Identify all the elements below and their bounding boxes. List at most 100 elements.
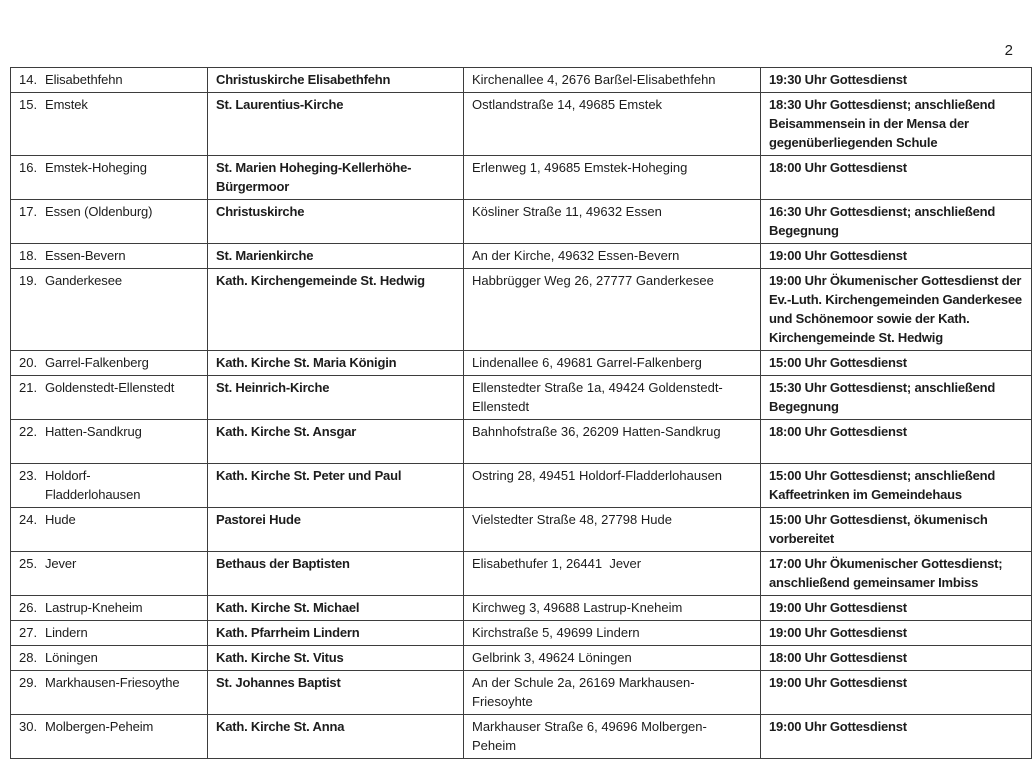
church-cell: Kath. Kirche St. Ansgar [207,419,464,464]
place-cell: 15. Emstek [10,92,208,156]
church-cell: Pastorei Hude [207,507,464,552]
place-name: Lastrup-Kneheim [45,600,143,615]
place-name: Hude [45,512,76,527]
address-cell: Kirchstraße 5, 49699 Lindern [463,620,761,646]
place-cell: 23. Holdorf- Fladderlohausen [10,463,208,508]
table-row: 20. Garrel-Falkenberg Kath. Kirche St. M… [10,350,1032,376]
place-name: Holdorf- Fladderlohausen [45,468,141,502]
row-number: 22. [19,424,38,439]
row-number: 15. [19,97,38,112]
place-wrap: 16. Emstek-Hoheging [19,158,205,177]
place-cell: 25. Jever [10,551,208,596]
place-cell: 29. Markhausen-Friesoythe [10,670,208,715]
row-number: 24. [19,512,38,527]
place-wrap: 23. Holdorf- Fladderlohausen [19,466,205,504]
service-cell: 15:00 Uhr Gottesdienst; anschließend Kaf… [760,463,1032,508]
place-cell: 30. Molbergen-Peheim [10,714,208,759]
place-cell: 18. Essen-Bevern [10,243,208,269]
place-wrap: 30. Molbergen-Peheim [19,717,205,736]
place-name: Emstek-Hoheging [45,160,147,175]
table-row: 18. Essen-Bevern St. Marienkirche An der… [10,243,1032,269]
church-cell: Kath. Kirche St. Peter und Paul [207,463,464,508]
place-cell: 21. Goldenstedt-Ellenstedt [10,375,208,420]
table-body: 14. Elisabethfehn Christuskirche Elisabe… [10,67,1032,759]
place-name: Löningen [45,650,98,665]
table-row: 23. Holdorf- Fladderlohausen Kath. Kirch… [10,463,1032,508]
place-wrap: 20. Garrel-Falkenberg [19,353,205,372]
row-number: 28. [19,650,38,665]
church-cell: Kath. Pfarrheim Lindern [207,620,464,646]
place-cell: 22. Hatten-Sandkrug [10,419,208,464]
place-wrap: 18. Essen-Bevern [19,246,205,265]
table-row: 24. Hude Pastorei Hude Vielstedter Straß… [10,507,1032,552]
place-name: Essen-Bevern [45,248,126,263]
service-cell: 15:00 Uhr Gottesdienst [760,350,1032,376]
address-cell: Vielstedter Straße 48, 27798 Hude [463,507,761,552]
service-cell: 15:30 Uhr Gottesdienst; anschließend Beg… [760,375,1032,420]
address-cell: Habbrügger Weg 26, 27777 Ganderkesee [463,268,761,351]
church-cell: Bethaus der Baptisten [207,551,464,596]
place-cell: 16. Emstek-Hoheging [10,155,208,200]
place-cell: 19. Ganderkesee [10,268,208,351]
table-row: 30. Molbergen-Peheim Kath. Kirche St. An… [10,714,1032,759]
service-cell: 19:00 Uhr Gottesdienst [760,670,1032,715]
service-cell: 18:00 Uhr Gottesdienst [760,419,1032,464]
schedule-table: 14. Elisabethfehn Christuskirche Elisabe… [10,67,1032,759]
service-cell: 19:00 Uhr Gottesdienst [760,595,1032,621]
row-number: 29. [19,675,38,690]
table-row: 22. Hatten-Sandkrug Kath. Kirche St. Ans… [10,419,1032,464]
address-cell: Markhauser Straße 6, 49696 Molbergen- Pe… [463,714,761,759]
service-cell: 19:30 Uhr Gottesdienst [760,67,1032,93]
place-wrap: 28. Löningen [19,648,205,667]
place-name: Emstek [45,97,88,112]
address-cell: Elisabethufer 1, 26441 Jever [463,551,761,596]
service-cell: 18:30 Uhr Gottesdienst; anschließend Bei… [760,92,1032,156]
table-row: 29. Markhausen-Friesoythe St. Johannes B… [10,670,1032,715]
row-number: 20. [19,355,38,370]
place-cell: 27. Lindern [10,620,208,646]
place-cell: 20. Garrel-Falkenberg [10,350,208,376]
place-cell: 24. Hude [10,507,208,552]
place-wrap: 14. Elisabethfehn [19,70,205,89]
table-row: 25. Jever Bethaus der Baptisten Elisabet… [10,551,1032,596]
service-cell: 19:00 Uhr Gottesdienst [760,243,1032,269]
table-row: 19. Ganderkesee Kath. Kirchengemeinde St… [10,268,1032,351]
place-name: Lindern [45,625,88,640]
place-name: Markhausen-Friesoythe [45,675,180,690]
place-wrap: 22. Hatten-Sandkrug [19,422,205,441]
place-wrap: 25. Jever [19,554,205,573]
place-name: Molbergen-Peheim [45,719,154,734]
page-number: 2 [1004,42,1013,59]
place-wrap: 15. Emstek [19,95,205,114]
place-cell: 28. Löningen [10,645,208,671]
address-cell: Ostring 28, 49451 Holdorf-Fladderlohause… [463,463,761,508]
row-number: 18. [19,248,38,263]
church-cell: Christuskirche [207,199,464,244]
address-cell: Lindenallee 6, 49681 Garrel-Falkenberg [463,350,761,376]
table-row: 27. Lindern Kath. Pfarrheim Lindern Kirc… [10,620,1032,646]
row-number: 30. [19,719,38,734]
row-number: 23. [19,468,38,483]
church-cell: St. Heinrich-Kirche [207,375,464,420]
place-name: Ganderkesee [45,273,122,288]
address-cell: Ellenstedter Straße 1a, 49424 Goldensted… [463,375,761,420]
place-name: Jever [45,556,77,571]
table-row: 21. Goldenstedt-Ellenstedt St. Heinrich-… [10,375,1032,420]
place-wrap: 27. Lindern [19,623,205,642]
row-number: 14. [19,72,38,87]
table-row: 17. Essen (Oldenburg) Christuskirche Kös… [10,199,1032,244]
service-cell: 18:00 Uhr Gottesdienst [760,155,1032,200]
church-cell: St. Johannes Baptist [207,670,464,715]
table-row: 16. Emstek-Hoheging St. Marien Hoheging-… [10,155,1032,200]
service-cell: 19:00 Uhr Ökumenischer Gottesdienst der … [760,268,1032,351]
place-cell: 26. Lastrup-Kneheim [10,595,208,621]
service-cell: 19:00 Uhr Gottesdienst [760,714,1032,759]
place-wrap: 17. Essen (Oldenburg) [19,202,205,221]
place-name: Goldenstedt-Ellenstedt [45,380,175,395]
church-cell: Kath. Kirchengemeinde St. Hedwig [207,268,464,351]
place-wrap: 21. Goldenstedt-Ellenstedt [19,378,205,397]
address-cell: Ostlandstraße 14, 49685 Emstek [463,92,761,156]
address-cell: Kirchweg 3, 49688 Lastrup-Kneheim [463,595,761,621]
place-name: Garrel-Falkenberg [45,355,149,370]
